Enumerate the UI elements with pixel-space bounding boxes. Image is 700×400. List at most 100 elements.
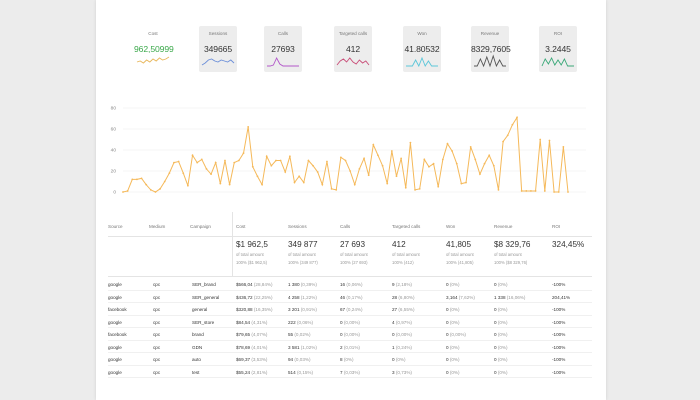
data-point[interactable] [136,178,138,181]
data-point[interactable] [358,168,361,170]
data-point[interactable] [265,155,268,158]
data-point[interactable] [154,191,157,193]
data-point[interactable] [122,191,124,193]
table-row[interactable]: google cpc SER_brand $566,04 (28,84%) 1 … [96,278,606,291]
data-point[interactable] [557,191,560,193]
data-point[interactable] [474,158,477,161]
data-point[interactable] [145,183,148,186]
data-point[interactable] [418,187,421,190]
header-sessions[interactable]: Sessions [288,224,307,229]
data-point[interactable] [140,177,143,180]
data-point[interactable] [344,159,347,162]
data-point[interactable] [173,161,175,164]
data-point[interactable] [534,190,537,192]
data-point[interactable] [539,138,542,141]
data-point[interactable] [469,145,472,148]
data-point[interactable] [191,154,194,157]
data-point[interactable] [214,161,217,164]
data-point[interactable] [432,162,435,165]
data-point[interactable] [390,150,393,152]
data-point[interactable] [219,182,222,185]
data-point[interactable] [353,183,356,186]
header-campaign[interactable]: Campaign [190,224,211,229]
data-point[interactable] [441,158,444,161]
kpi-card-calls[interactable]: Calls 27693 [264,26,302,72]
data-point[interactable] [330,187,333,190]
header-revenue[interactable]: Revenue [494,224,513,229]
data-point[interactable] [502,140,504,143]
data-point[interactable] [367,174,370,177]
data-point[interactable] [339,156,342,159]
data-point[interactable] [307,159,310,162]
data-point[interactable] [460,182,463,185]
data-point[interactable] [562,145,565,148]
data-point[interactable] [400,157,403,160]
data-point[interactable] [270,164,273,167]
data-point[interactable] [177,160,180,163]
data-point[interactable] [395,175,398,178]
data-point[interactable] [163,180,166,183]
data-point[interactable] [520,190,523,192]
data-point[interactable] [205,168,208,170]
kpi-card-sessions[interactable]: Sessions 349665 [199,26,237,72]
data-point[interactable] [567,191,569,193]
header-calls[interactable]: Calls [340,224,351,229]
data-point[interactable] [506,134,509,137]
data-point[interactable] [530,190,532,192]
data-point[interactable] [516,116,518,119]
header-won[interactable]: Won [446,224,456,229]
data-point[interactable] [349,170,352,172]
data-point[interactable] [168,172,171,174]
data-point[interactable] [492,164,495,167]
kpi-card-targeted-calls[interactable]: Targeted calls 412 [334,26,372,72]
data-point[interactable] [251,165,254,168]
data-point[interactable] [200,158,203,161]
data-point[interactable] [326,160,328,163]
data-point[interactable] [316,171,319,173]
data-point[interactable] [548,139,551,142]
data-point[interactable] [414,189,416,191]
table-row[interactable]: facebook cpc brand $79,65 (4,07%) 55 (0,… [96,328,606,341]
data-point[interactable] [511,123,514,126]
data-point[interactable] [377,154,379,157]
data-point[interactable] [428,165,430,168]
kpi-card-cost[interactable]: Cost 962,50999 [134,26,174,72]
data-point[interactable] [479,173,481,176]
header-roi[interactable]: ROI [552,224,561,229]
data-point[interactable] [247,126,250,128]
data-point[interactable] [488,154,491,157]
data-point[interactable] [233,161,236,164]
data-point[interactable] [451,150,454,152]
kpi-card-won[interactable]: Won 41.80532 [403,26,441,72]
data-point[interactable] [404,186,407,189]
table-row[interactable]: google cpc SER_general $436,72 (22,25%) … [96,291,606,303]
data-point[interactable] [288,155,291,158]
table-row[interactable]: google cpc SER_store $84,54 (4,31%) 222 … [96,316,606,328]
data-point[interactable] [437,185,440,188]
data-point[interactable] [182,172,185,174]
kpi-card-roi[interactable]: ROI 3.2445 [539,26,577,72]
data-point[interactable] [302,181,305,184]
header-cost[interactable]: Cost [236,224,246,229]
data-point[interactable] [196,161,199,164]
header-medium[interactable]: Medium [149,224,166,229]
data-point[interactable] [275,159,277,162]
data-point[interactable] [284,171,287,173]
data-point[interactable] [381,164,384,167]
data-point[interactable] [446,142,449,145]
data-point[interactable] [159,187,161,190]
data-point[interactable] [237,159,240,162]
data-point[interactable] [335,189,338,191]
table-row[interactable]: facebook cpc general $320,88 (16,35%) 3 … [96,303,606,316]
header-source[interactable]: Source [108,224,123,229]
data-point[interactable] [279,159,282,162]
data-point[interactable] [465,181,467,184]
data-point[interactable] [321,183,324,186]
data-point[interactable] [497,189,500,191]
data-point[interactable] [293,181,296,184]
table-row[interactable]: google cpc test $55,24 (2,81%) 514 (0,15… [96,366,606,378]
data-point[interactable] [149,189,152,191]
kpi-card-revenue[interactable]: Revenue 8329,7605 [471,26,511,72]
data-point[interactable] [228,183,231,186]
data-point[interactable] [525,190,528,192]
